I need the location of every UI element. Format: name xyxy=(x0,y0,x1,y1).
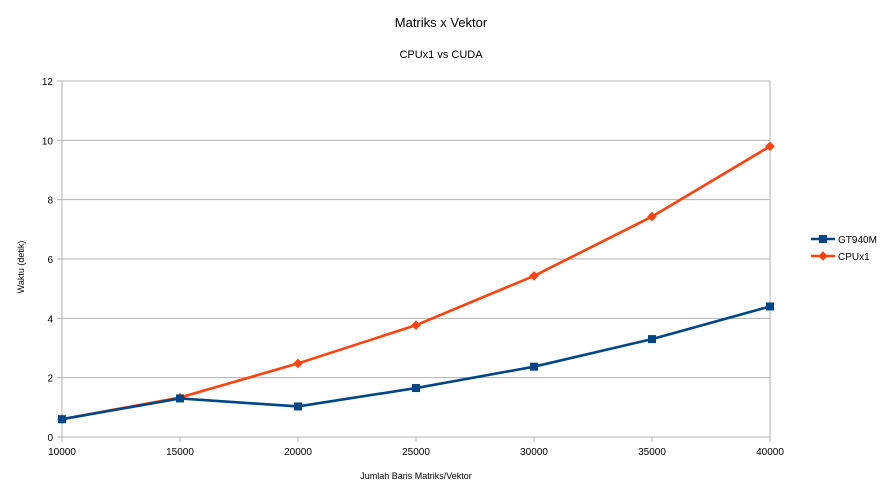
data-point-gt940m xyxy=(412,384,420,393)
data-point-cpux1 xyxy=(411,320,421,330)
legend-marker-cpux1 xyxy=(818,251,828,261)
legend-label-gt940m: GT940M xyxy=(838,235,877,246)
series-group xyxy=(57,141,775,424)
y-tick-label: 12 xyxy=(42,77,54,88)
series-gt940m xyxy=(58,302,774,424)
data-point-cpux1 xyxy=(647,211,657,222)
data-point-gt940m xyxy=(530,362,538,371)
legend-label-cpux1: CPUx1 xyxy=(838,252,870,263)
y-axis-ticks: 0 2 4 6 8 10 12 xyxy=(42,77,62,444)
y-tick-label: 4 xyxy=(47,314,53,325)
y-axis-label: Waktu (detik) xyxy=(16,241,26,294)
data-point-gt940m xyxy=(58,415,66,424)
data-point-gt940m xyxy=(766,302,774,311)
legend: GT940M CPUx1 xyxy=(811,235,877,263)
y-tick-label: 8 xyxy=(47,196,53,207)
series-line-cpux1 xyxy=(61,145,771,421)
data-point-cpux1 xyxy=(765,141,775,152)
x-tick-label: 20000 xyxy=(284,447,312,458)
chart-subtitle: CPUx1 vs CUDA xyxy=(399,49,483,61)
x-tick-label: 40000 xyxy=(756,447,784,458)
data-point-gt940m xyxy=(294,402,302,411)
data-point-cpux1 xyxy=(529,271,539,281)
y-tick-label: 10 xyxy=(42,136,54,147)
x-tick-label: 15000 xyxy=(166,447,194,458)
legend-marker-gt940m xyxy=(819,235,827,243)
x-tick-label: 35000 xyxy=(638,447,666,458)
y-tick-label: 2 xyxy=(47,374,53,385)
data-point-cpux1 xyxy=(293,358,303,369)
x-tick-label: 10000 xyxy=(48,447,76,458)
y-tick-label: 0 xyxy=(47,433,53,444)
x-axis-ticks: 10000 15000 20000 25000 30000 35000 40000 xyxy=(48,437,784,458)
legend-item-gt940m: GT940M xyxy=(811,235,877,246)
data-point-gt940m xyxy=(648,335,656,344)
data-point-gt940m xyxy=(176,394,184,403)
legend-item-cpux1: CPUx1 xyxy=(811,251,870,263)
gridlines xyxy=(62,80,770,438)
x-axis-label: Jumlah Baris Matriks/Vektor xyxy=(360,471,472,481)
series-cpux1 xyxy=(57,141,775,424)
x-tick-label: 25000 xyxy=(402,447,430,458)
y-tick-label: 6 xyxy=(47,255,53,266)
x-tick-label: 30000 xyxy=(520,447,548,458)
chart-title: Matriks x Vektor xyxy=(395,15,488,30)
